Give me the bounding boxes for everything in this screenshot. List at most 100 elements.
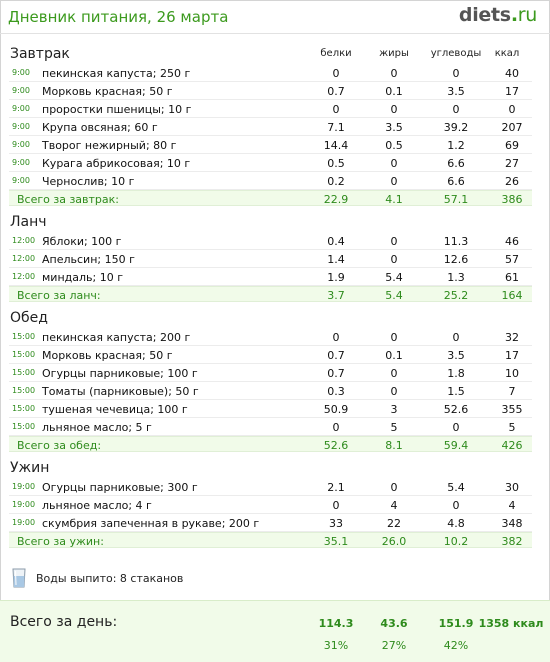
food-name: льняное масло; 4 г xyxy=(42,499,152,512)
food-time: 19:00 xyxy=(12,482,36,491)
food-protein: 33 xyxy=(329,517,343,530)
total-fat: 5.4 xyxy=(385,289,403,302)
food-time: 19:00 xyxy=(12,500,36,509)
total-carbs: 10.2 xyxy=(443,535,469,548)
food-protein: 0.7 xyxy=(327,367,345,380)
food-protein: 0.2 xyxy=(327,175,345,188)
water-glass-icon xyxy=(12,568,26,588)
column-protein: белки xyxy=(320,48,352,59)
total-protein: 35.1 xyxy=(323,535,349,548)
food-fat: 0 xyxy=(390,253,398,266)
food-time: 15:00 xyxy=(12,404,36,413)
food-fat: 3 xyxy=(390,403,398,416)
food-protein: 0 xyxy=(332,421,340,434)
food-protein: 0.5 xyxy=(327,157,345,170)
food-carbs: 52.6 xyxy=(443,403,469,416)
meal-total-label: Всего за завтрак: xyxy=(17,193,120,206)
food-fat: 0.5 xyxy=(385,139,403,152)
food-fat: 0 xyxy=(390,235,398,248)
food-name: проростки пшеницы; 10 г xyxy=(42,103,192,116)
food-protein: 0.7 xyxy=(327,85,345,98)
food-name: миндаль; 10 г xyxy=(42,271,123,284)
food-protein: 0.3 xyxy=(327,385,345,398)
food-row: 12:00 миндаль; 10 г 1.9 5.4 1.3 61 xyxy=(9,268,532,286)
total-carbs: 57.1 xyxy=(443,193,469,206)
food-name: Апельсин; 150 г xyxy=(42,253,135,266)
food-carbs: 4.8 xyxy=(447,517,465,530)
food-protein: 2.1 xyxy=(327,481,345,494)
total-fat: 26.0 xyxy=(381,535,407,548)
food-kcal: 32 xyxy=(505,331,519,344)
meal-total-row: Всего за ужин: 35.1 26.0 10.2 382 xyxy=(9,532,532,548)
food-time: 12:00 xyxy=(12,254,36,263)
food-row: 9:00 Чернослив; 10 г 0.2 0 6.6 26 xyxy=(9,172,532,190)
food-row: 15:00 пекинская капуста; 200 г 0 0 0 32 xyxy=(9,328,532,346)
food-fat: 0 xyxy=(390,175,398,188)
food-protein: 14.4 xyxy=(323,139,349,152)
food-name: Томаты (парниковые); 50 г xyxy=(42,385,199,398)
total-protein: 52.6 xyxy=(323,439,349,452)
food-fat: 0 xyxy=(390,367,398,380)
food-protein: 0 xyxy=(332,67,340,80)
food-row: 12:00 Апельсин; 150 г 1.4 0 12.6 57 xyxy=(9,250,532,268)
food-kcal: 46 xyxy=(505,235,519,248)
food-time: 9:00 xyxy=(12,158,30,167)
day-carbs: 151.9 xyxy=(438,617,474,630)
food-time: 19:00 xyxy=(12,518,36,527)
food-time: 9:00 xyxy=(12,176,30,185)
food-time: 15:00 xyxy=(12,332,36,341)
food-carbs: 0 xyxy=(452,499,460,512)
site-logo[interactable]: diets.ru xyxy=(459,4,537,26)
food-fat: 5.4 xyxy=(385,271,403,284)
food-row: 19:00 Огурцы парниковые; 300 г 2.1 0 5.4 30 xyxy=(9,478,532,496)
total-fat: 4.1 xyxy=(385,193,403,206)
food-fat: 22 xyxy=(387,517,401,530)
food-name: скумбрия запеченная в рукаве; 200 г xyxy=(42,517,260,530)
total-kcal: 382 xyxy=(501,535,523,548)
meal-total-row: Всего за завтрак: 22.9 4.1 57.1 386 xyxy=(9,190,532,206)
food-fat: 0 xyxy=(390,385,398,398)
food-row: 9:00 Крупа овсяная; 60 г 7.1 3.5 39.2 207 xyxy=(9,118,532,136)
food-fat: 5 xyxy=(390,421,398,434)
food-kcal: 10 xyxy=(505,367,519,380)
food-protein: 7.1 xyxy=(327,121,345,134)
food-protein: 0 xyxy=(332,499,340,512)
meals-table: Завтрак белки жиры углеводы ккал 9:00 пек… xyxy=(9,38,532,548)
food-time: 15:00 xyxy=(12,422,36,431)
food-row: 19:00 льняное масло; 4 г 0 4 0 4 xyxy=(9,496,532,514)
food-carbs: 1.3 xyxy=(447,271,465,284)
food-fat: 0.1 xyxy=(385,85,403,98)
day-protein-percent: 31% xyxy=(323,639,349,652)
meal-total-row: Всего за обед: 52.6 8.1 59.4 426 xyxy=(9,436,532,452)
food-fat: 0.1 xyxy=(385,349,403,362)
meal-total-label: Всего за ужин: xyxy=(17,535,104,548)
food-protein: 50.9 xyxy=(323,403,349,416)
food-name: Морковь красная; 50 г xyxy=(42,85,173,98)
food-name: Крупа овсяная; 60 г xyxy=(42,121,158,134)
food-kcal: 4 xyxy=(508,499,516,512)
food-row: 15:00 Огурцы парниковые; 100 г 0.7 0 1.8 10 xyxy=(9,364,532,382)
meal-total-label: Всего за обед: xyxy=(17,439,102,452)
food-protein: 0.7 xyxy=(327,349,345,362)
food-kcal: 207 xyxy=(501,121,523,134)
food-carbs: 3.5 xyxy=(447,349,465,362)
food-row: 15:00 Морковь красная; 50 г 0.7 0.1 3.5 17 xyxy=(9,346,532,364)
food-carbs: 11.3 xyxy=(443,235,469,248)
food-name: Чернослив; 10 г xyxy=(42,175,135,188)
food-kcal: 348 xyxy=(501,517,523,530)
food-protein: 1.9 xyxy=(327,271,345,284)
page-header: Дневник питания, 26 марта diets.ru xyxy=(0,0,550,34)
food-name: тушеная чечевица; 100 г xyxy=(42,403,188,416)
food-kcal: 7 xyxy=(508,385,516,398)
food-fat: 4 xyxy=(390,499,398,512)
day-fat: 43.6 xyxy=(380,617,408,630)
food-kcal: 17 xyxy=(505,349,519,362)
total-kcal: 164 xyxy=(501,289,523,302)
column-kcal: ккал xyxy=(494,48,520,59)
meal-title: Ужин xyxy=(10,460,50,476)
food-name: Курага абрикосовая; 10 г xyxy=(42,157,191,170)
food-kcal: 17 xyxy=(505,85,519,98)
food-kcal: 40 xyxy=(505,67,519,80)
column-carbs: углеводы xyxy=(430,48,482,59)
meal-total-label: Всего за ланч: xyxy=(17,289,101,302)
